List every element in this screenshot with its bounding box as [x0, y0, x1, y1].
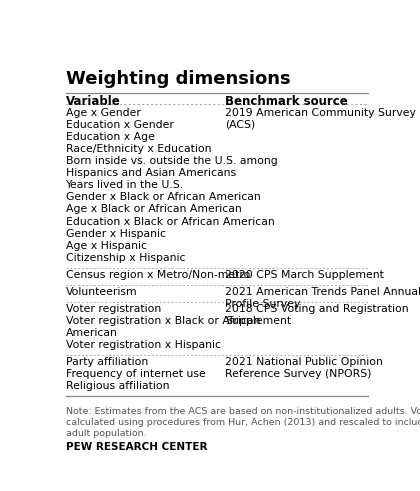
Text: Hispanics and Asian Americans: Hispanics and Asian Americans	[66, 168, 236, 178]
Text: Voter registration: Voter registration	[66, 304, 161, 314]
Text: Census region x Metro/Non-metro: Census region x Metro/Non-metro	[66, 270, 250, 280]
Text: Age x Gender: Age x Gender	[66, 108, 140, 118]
Text: Weighting dimensions: Weighting dimensions	[66, 70, 290, 88]
Text: Education x Black or African American: Education x Black or African American	[66, 217, 274, 226]
Text: (ACS): (ACS)	[225, 120, 255, 130]
Text: Supplement: Supplement	[225, 316, 291, 326]
Text: PEW RESEARCH CENTER: PEW RESEARCH CENTER	[66, 442, 207, 452]
Text: 2019 American Community Survey: 2019 American Community Survey	[225, 108, 416, 118]
Text: Education x Gender: Education x Gender	[66, 120, 173, 130]
Text: Years lived in the U.S.: Years lived in the U.S.	[66, 180, 184, 191]
Text: Benchmark source: Benchmark source	[225, 95, 348, 108]
Text: Voter registration x Hispanic: Voter registration x Hispanic	[66, 340, 220, 350]
Text: 2018 CPS Voting and Registration: 2018 CPS Voting and Registration	[225, 304, 409, 314]
Text: Gender x Black or African American: Gender x Black or African American	[66, 192, 260, 202]
Text: 2020 CPS March Supplement: 2020 CPS March Supplement	[225, 270, 384, 280]
Text: Volunteerism: Volunteerism	[66, 287, 137, 297]
Text: Born inside vs. outside the U.S. among: Born inside vs. outside the U.S. among	[66, 156, 277, 166]
Text: Profile Survey: Profile Survey	[225, 299, 300, 309]
Text: 2021 American Trends Panel Annual: 2021 American Trends Panel Annual	[225, 287, 420, 297]
Text: Frequency of internet use: Frequency of internet use	[66, 369, 205, 380]
Text: Religious affiliation: Religious affiliation	[66, 382, 169, 391]
Text: calculated using procedures from Hur, Achen (2013) and rescaled to include the t: calculated using procedures from Hur, Ac…	[66, 418, 420, 427]
Text: Gender x Hispanic: Gender x Hispanic	[66, 229, 165, 239]
Text: Note: Estimates from the ACS are based on non-institutionalized adults. Voter re: Note: Estimates from the ACS are based o…	[66, 407, 420, 416]
Text: Age x Black or African American: Age x Black or African American	[66, 204, 241, 215]
Text: American: American	[66, 328, 118, 338]
Text: Race/Ethnicity x Education: Race/Ethnicity x Education	[66, 144, 211, 154]
Text: Voter registration x Black or African: Voter registration x Black or African	[66, 316, 260, 326]
Text: Variable: Variable	[66, 95, 120, 108]
Text: adult population.: adult population.	[66, 429, 146, 437]
Text: Education x Age: Education x Age	[66, 132, 155, 142]
Text: 2021 National Public Opinion: 2021 National Public Opinion	[225, 357, 383, 367]
Text: Reference Survey (NPORS): Reference Survey (NPORS)	[225, 369, 372, 380]
Text: Citizenship x Hispanic: Citizenship x Hispanic	[66, 253, 185, 263]
Text: Party affiliation: Party affiliation	[66, 357, 148, 367]
Text: Age x Hispanic: Age x Hispanic	[66, 241, 147, 251]
